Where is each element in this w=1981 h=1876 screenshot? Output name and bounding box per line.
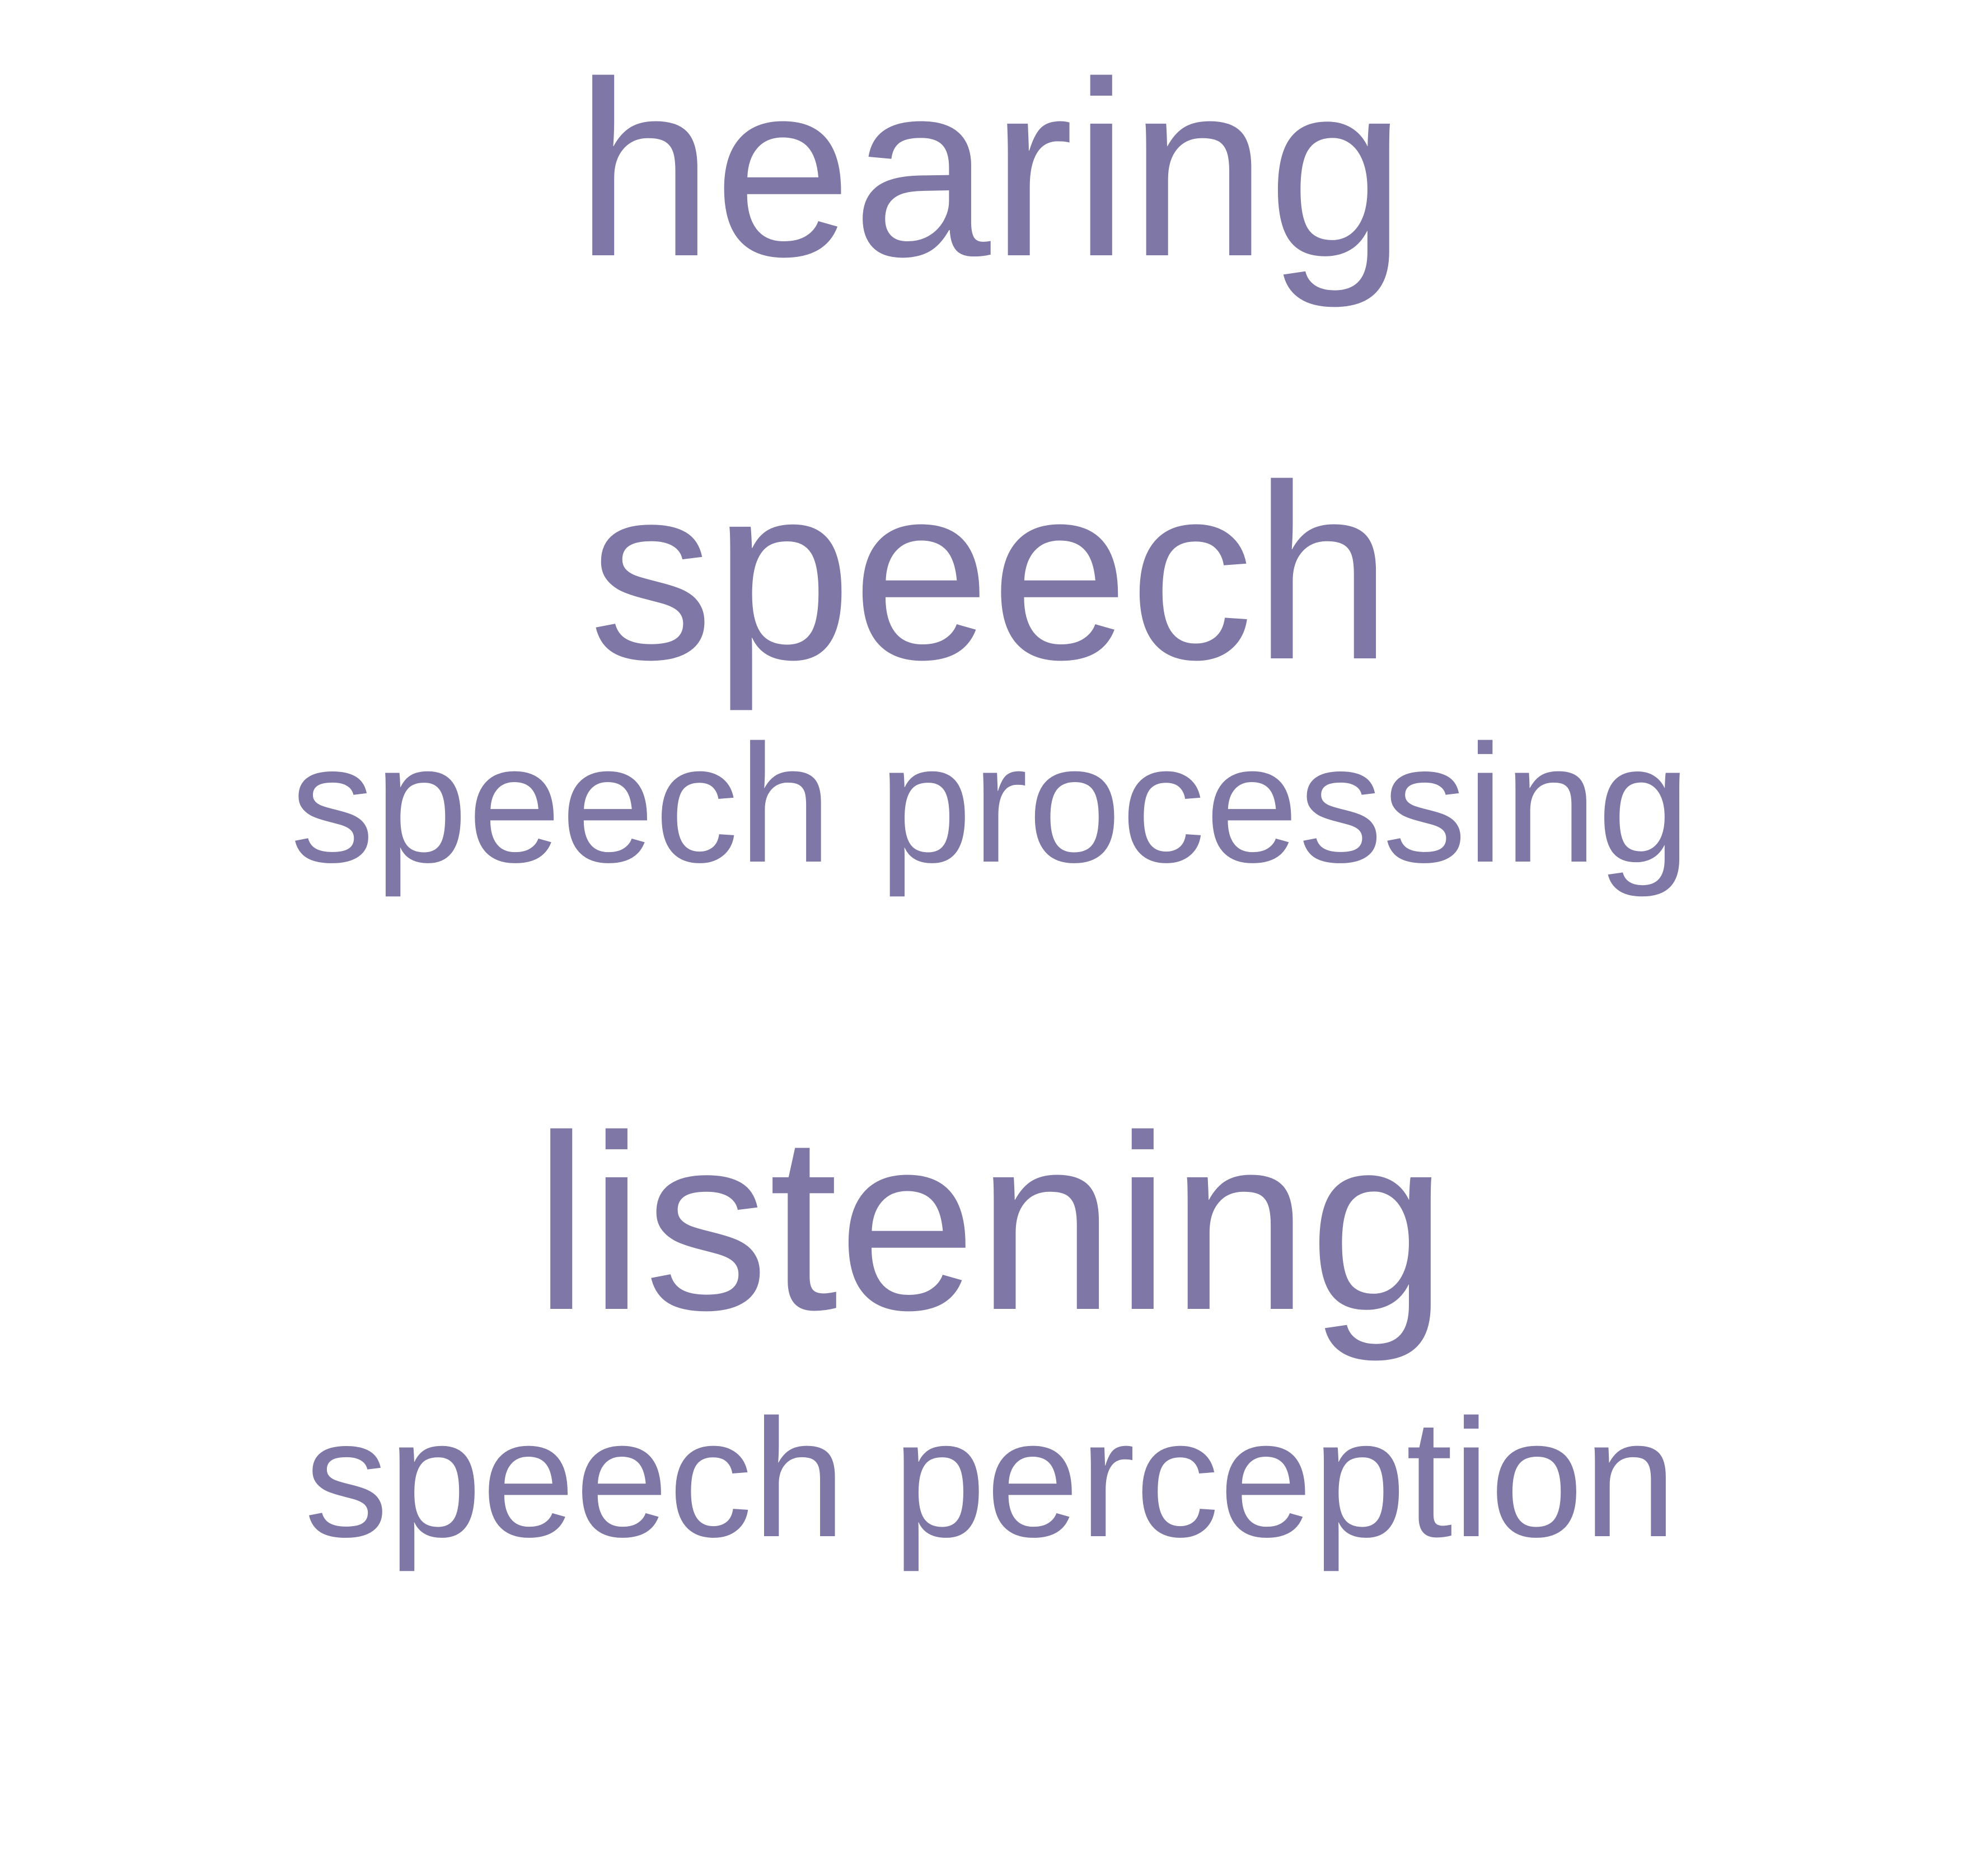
term-speech-processing: speech processing bbox=[290, 709, 1691, 897]
term-speech: speech bbox=[589, 433, 1392, 712]
term-speech-perception: speech perception bbox=[304, 1384, 1677, 1572]
term-hearing: hearing bbox=[575, 30, 1406, 308]
term-listening: listening bbox=[533, 1084, 1448, 1362]
